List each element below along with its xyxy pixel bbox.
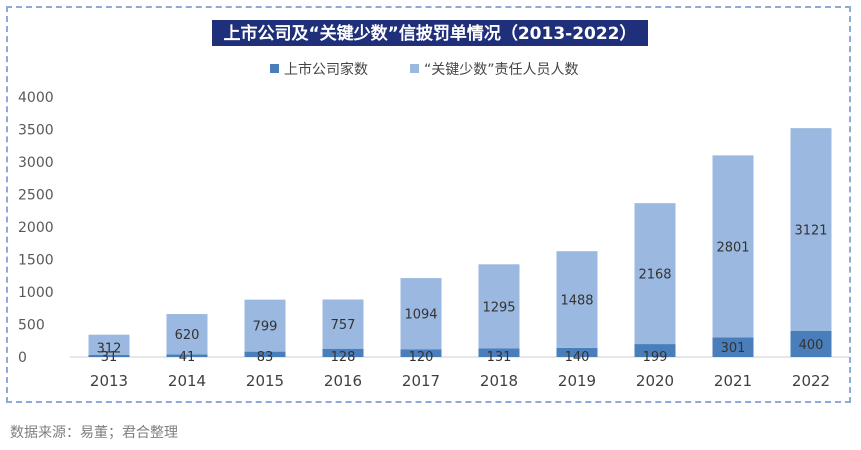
x-tick-label: 2014	[168, 372, 206, 390]
bar-companies	[166, 354, 208, 357]
source-note: 数据来源：易董；君合整理	[10, 425, 178, 441]
data-label-companies: 131	[487, 350, 512, 365]
bar-key-persons	[244, 299, 286, 352]
bar-key-persons	[400, 278, 442, 350]
bar-key-persons	[712, 155, 754, 338]
y-tick-label: 1000	[18, 285, 54, 301]
data-label-key-persons: 1094	[404, 308, 437, 323]
data-label-key-persons: 1295	[482, 300, 515, 315]
bar-companies	[712, 337, 754, 357]
y-tick-label: 4000	[18, 90, 54, 106]
data-label-key-persons: 620	[175, 328, 200, 343]
bars	[88, 128, 832, 357]
data-label-companies: 301	[721, 341, 746, 356]
bar-companies	[556, 347, 598, 357]
y-tick-label: 1500	[18, 253, 54, 269]
legend-label-key-persons: “关键少数”责任人员人数	[424, 62, 579, 78]
bar-key-persons	[634, 203, 676, 345]
x-tick-label: 2017	[402, 372, 440, 390]
x-tick-label: 2015	[246, 372, 284, 390]
bar-key-persons	[556, 251, 598, 348]
legend-swatch-companies	[270, 64, 279, 73]
data-label-companies: 140	[565, 350, 590, 365]
x-tick-label: 2022	[792, 372, 830, 390]
data-label-companies: 120	[409, 350, 434, 365]
data-label-companies: 41	[179, 350, 196, 365]
bar-companies	[88, 354, 130, 357]
data-label-key-persons: 3121	[794, 224, 827, 239]
data-label-key-persons: 799	[253, 320, 278, 335]
bar-key-persons	[322, 299, 364, 349]
legend-swatch-key-persons	[410, 64, 419, 73]
bar-chart: 上市公司及“关键少数”信披罚单情况（2013-2022） 上市公司家数 “关键少…	[18, 20, 850, 390]
bar-key-persons	[88, 334, 130, 355]
x-tick-label: 2013	[90, 372, 128, 390]
x-tick-label: 2020	[636, 372, 674, 390]
y-axis: 0 500 1000 1500 2000 2500 3000 3500 4000	[18, 90, 54, 366]
x-tick-label: 2018	[480, 372, 518, 390]
data-label-companies: 400	[799, 338, 824, 353]
chart-title-box	[212, 20, 648, 46]
chart-title: 上市公司及“关键少数”信披罚单情况（2013-2022）	[223, 23, 636, 44]
data-label-companies: 128	[331, 350, 356, 365]
y-tick-label: 3000	[18, 155, 54, 171]
x-tick-label: 2019	[558, 372, 596, 390]
data-label-key-persons: 1488	[560, 294, 593, 309]
data-label-key-persons: 757	[331, 318, 356, 333]
y-tick-label: 500	[18, 318, 45, 334]
bar-companies	[790, 331, 832, 357]
x-tick-label: 2021	[714, 372, 752, 390]
legend-label-companies: 上市公司家数	[284, 61, 368, 78]
bar-companies	[634, 344, 676, 357]
y-tick-label: 2500	[18, 188, 54, 204]
bar-key-persons	[790, 128, 832, 331]
data-label-companies: 31	[101, 350, 118, 365]
chart-frame	[6, 6, 851, 403]
data-label-key-persons: 2168	[638, 268, 671, 283]
data-label-companies: 83	[257, 350, 274, 365]
bar-companies	[244, 351, 286, 357]
bar-companies	[322, 348, 364, 357]
legend: 上市公司家数 “关键少数”责任人员人数	[270, 61, 579, 78]
data-label-companies: 199	[643, 350, 668, 365]
bar-companies	[478, 348, 520, 357]
x-axis: 2013 2014 2015 2016 2017 2018 2019 2020 2021 2022	[90, 372, 830, 390]
y-tick-label: 0	[18, 350, 27, 366]
y-tick-label: 2000	[18, 220, 54, 236]
y-tick-label: 3500	[18, 123, 54, 139]
data-label-key-persons: 312	[97, 342, 122, 357]
bar-key-persons	[478, 264, 520, 349]
x-tick-label: 2016	[324, 372, 362, 390]
bar-key-persons	[166, 314, 208, 355]
data-label-key-persons: 2801	[716, 240, 749, 255]
bar-companies	[400, 349, 442, 357]
